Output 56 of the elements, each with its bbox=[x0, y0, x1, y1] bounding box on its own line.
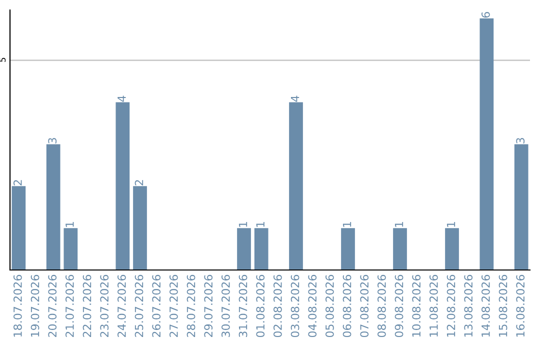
x-tick-label: 07.08.2026 bbox=[360, 274, 369, 338]
bar bbox=[12, 186, 26, 270]
data-label: 1 bbox=[256, 222, 264, 227]
x-tick-label: 23.07.2026 bbox=[100, 274, 109, 337]
data-label: 4 bbox=[118, 96, 126, 102]
data-label: 1 bbox=[238, 222, 248, 227]
x-tick-label: 14.08.2026 bbox=[481, 274, 490, 337]
x-tick-label: 04.08.2026 bbox=[308, 274, 317, 338]
data-label: 1 bbox=[446, 222, 456, 227]
x-tick-label: 29.07.2026 bbox=[204, 274, 213, 337]
x-tick-label: 01.08.2026 bbox=[256, 274, 265, 338]
bar bbox=[341, 228, 355, 270]
x-tick-label: 26.07.2026 bbox=[152, 274, 161, 337]
bar bbox=[237, 228, 251, 270]
data-label: 2 bbox=[134, 180, 144, 186]
x-tick-label: 16.08.2026 bbox=[516, 274, 525, 337]
x-tick-label: 31.07.2026 bbox=[238, 274, 248, 337]
bar bbox=[64, 228, 78, 270]
x-tick-label: 15.08.2026 bbox=[498, 274, 508, 337]
bar bbox=[393, 228, 407, 270]
bar bbox=[116, 102, 130, 270]
data-label: 1 bbox=[342, 222, 352, 227]
x-tick-label: 20.07.2026 bbox=[48, 274, 57, 337]
bar bbox=[514, 144, 528, 270]
data-label: 3 bbox=[48, 138, 57, 144]
bar bbox=[445, 228, 459, 270]
bar bbox=[46, 144, 60, 270]
bar bbox=[133, 186, 147, 270]
x-tick-label: 10.08.2026 bbox=[412, 274, 421, 337]
x-tick-label: 19.07.2026 bbox=[30, 274, 40, 337]
x-tick-label: 09.08.2026 bbox=[394, 274, 404, 338]
x-tick-label: 30.07.2026 bbox=[221, 274, 230, 337]
x-tick-label: 08.08.2026 bbox=[377, 274, 386, 338]
x-tick-label: 21.07.2026 bbox=[65, 274, 74, 337]
x-tick-label: 05.08.2026 bbox=[325, 274, 334, 338]
x-tick-label: 28.07.2026 bbox=[186, 274, 196, 337]
x-tick-label: 18.07.2026 bbox=[13, 274, 22, 337]
data-label: 4 bbox=[290, 96, 300, 102]
x-tick-label: 24.07.2026 bbox=[117, 274, 126, 337]
data-label: 1 bbox=[66, 222, 74, 227]
x-tick-label: 22.07.2026 bbox=[82, 274, 92, 337]
data-label: 2 bbox=[13, 180, 22, 186]
data-label: 1 bbox=[394, 222, 404, 227]
x-tick-label: 27.07.2026 bbox=[169, 274, 178, 337]
x-tick-label: 12.08.2026 bbox=[446, 274, 456, 337]
x-tick-label: 25.07.2026 bbox=[134, 274, 144, 337]
data-label: 3 bbox=[516, 138, 525, 144]
x-tick-label: 11.08.2026 bbox=[429, 274, 438, 337]
x-tick-label: 06.08.2026 bbox=[342, 274, 352, 338]
x-tick-label: 03.08.2026 bbox=[290, 274, 300, 338]
x-tick-label: 02.08.2026 bbox=[273, 274, 282, 338]
x-tick-label: 13.08.2026 bbox=[464, 274, 473, 337]
bar bbox=[254, 228, 268, 270]
bar bbox=[289, 102, 303, 270]
bar bbox=[480, 18, 494, 270]
data-label: 6 bbox=[481, 12, 490, 18]
